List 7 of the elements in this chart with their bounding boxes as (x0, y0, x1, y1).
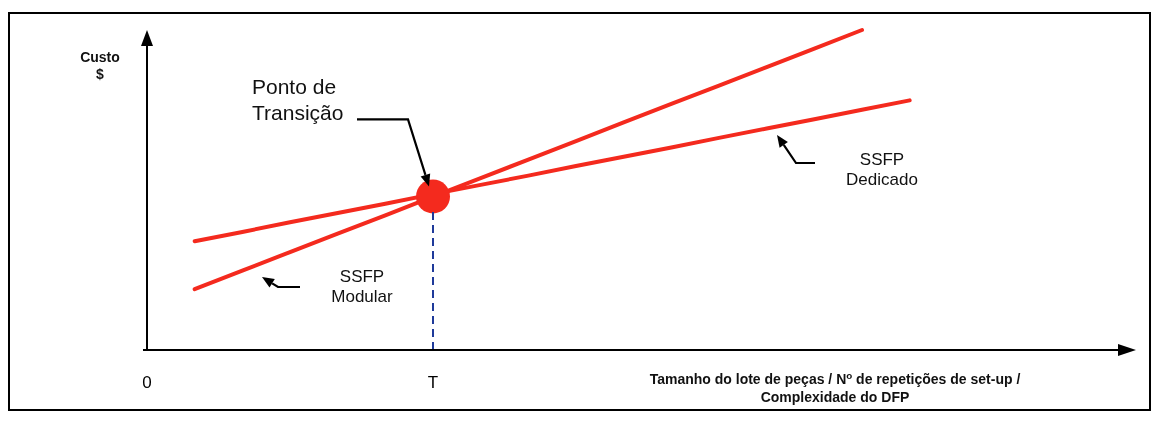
x-tick-label: 0 (142, 373, 152, 392)
y-axis-title: Custo $ (80, 49, 120, 82)
text: SSFP Dedicado (846, 150, 918, 190)
series-label: SSFP Modular (331, 267, 394, 307)
x-tick-label: T (427, 373, 439, 392)
annotation: Ponto de Transição (252, 75, 344, 124)
x-axis-title: Tamanho do lote de peças / N$^{o}$ de repetições de set-up / Complexidade do DFP (649, 369, 1021, 406)
